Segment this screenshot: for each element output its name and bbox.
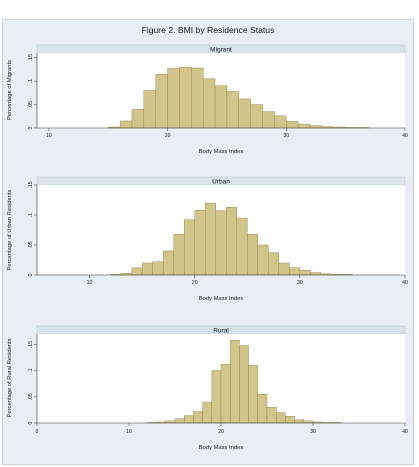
histogram-bar [191, 67, 204, 129]
histogram-bar [143, 90, 156, 129]
histogram-bar [309, 125, 323, 129]
x-tick-label: 10 [87, 280, 93, 286]
histogram-bar [286, 121, 299, 129]
y-tick-label: .1 [28, 213, 34, 217]
histogram-bar [297, 124, 311, 129]
y-tick-label: .05 [28, 101, 34, 108]
histogram-bar [183, 415, 194, 424]
histogram-bar [205, 202, 216, 276]
x-tick-label: 10 [46, 133, 52, 139]
histogram-bar [289, 267, 301, 276]
histogram-bar [262, 111, 275, 129]
y-axis-title: Percentage of Migrants [7, 60, 13, 120]
histogram-bar [239, 345, 249, 424]
x-tick-label: 20 [218, 429, 224, 435]
histogram-bar [202, 401, 213, 424]
histogram-bar [131, 109, 145, 129]
x-tick-label: 0 [36, 429, 39, 435]
histogram-bar [226, 91, 240, 129]
histogram-bar [179, 66, 192, 129]
histogram-bar [285, 415, 295, 424]
histogram-bar [274, 115, 287, 129]
x-tick-label: 30 [310, 429, 316, 435]
y-tick-label: .1 [28, 368, 34, 372]
histogram-bar [226, 206, 237, 276]
panel-title: Migrant [210, 46, 232, 53]
histogram-bar [174, 418, 185, 424]
x-axis-title: Body Mass Index [199, 296, 244, 302]
histogram-bar [266, 407, 277, 424]
y-tick-label: .15 [28, 54, 34, 61]
histogram-bar [236, 217, 248, 276]
histogram-bar [183, 219, 195, 276]
y-tick-label: .15 [28, 341, 34, 348]
y-tick-label: .15 [28, 181, 34, 188]
histogram-bar [155, 73, 168, 129]
x-tick-label: 20 [165, 133, 171, 139]
histogram-bar [193, 411, 203, 424]
histogram-bar [119, 120, 133, 129]
histogram-bar [165, 420, 176, 424]
x-tick-label: 40 [402, 429, 408, 435]
histogram-bar [299, 269, 311, 276]
y-tick-label: 0 [28, 273, 34, 276]
histogram-bar [294, 419, 305, 424]
histogram-bar [268, 252, 280, 276]
x-tick-label: 40 [402, 133, 408, 139]
x-tick-label: 30 [283, 133, 289, 139]
histogram-bar [173, 233, 185, 276]
y-tick-label: 0 [28, 421, 34, 424]
histogram-bar [211, 370, 222, 424]
histogram-bar [247, 233, 259, 276]
panel-title: Rural [213, 327, 229, 334]
x-tick-label: 20 [192, 280, 198, 286]
histogram-bar [202, 78, 216, 129]
histogram-bar [248, 365, 259, 424]
histogram-panels: Migrant 0 .05 .1 .15 10 20 30 40 Body Mass Index P… [7, 44, 408, 451]
histogram-bar [310, 272, 322, 276]
y-tick-label: .1 [28, 79, 34, 83]
histogram-bar [220, 364, 231, 424]
histogram-bar [303, 420, 314, 424]
histogram-bar [152, 261, 164, 276]
y-tick-label: .05 [28, 241, 34, 248]
x-tick-label: 40 [402, 280, 408, 286]
histogram-bar [257, 394, 268, 424]
histogram-bar [167, 68, 180, 129]
panel-title: Urban [212, 178, 230, 185]
x-axis-title: Body Mass Index [199, 149, 244, 155]
histogram-bar [215, 210, 227, 276]
histogram-bar [257, 244, 269, 276]
figure-title: Figure 2. BMI by Residence Status [142, 25, 275, 35]
histogram-bar [214, 85, 228, 129]
x-tick-label: 10 [126, 429, 132, 435]
x-axis-title: Body Mass Index [199, 445, 244, 451]
x-tick-label: 30 [297, 280, 303, 286]
histogram-bar [238, 98, 251, 129]
y-tick-label: .05 [28, 393, 34, 400]
y-tick-label: 0 [28, 126, 34, 129]
histogram-bar [131, 267, 143, 276]
histogram-bar [278, 262, 290, 276]
histogram-bar [162, 250, 174, 276]
y-axis-title: Percentage of Urban Residents [7, 189, 13, 270]
histogram-bar [141, 262, 153, 276]
y-axis-title: Percentage of Rural Residents [7, 338, 13, 417]
figure-svg: Figure 2. BMI by Residence Status Migran… [7, 25, 408, 451]
histogram-bar [250, 104, 263, 129]
histogram-bar [276, 412, 286, 424]
histogram-bar [229, 340, 240, 424]
histogram-bar [194, 209, 206, 276]
figure-container: Figure 2. BMI by Residence Status Migran… [2, 19, 414, 465]
